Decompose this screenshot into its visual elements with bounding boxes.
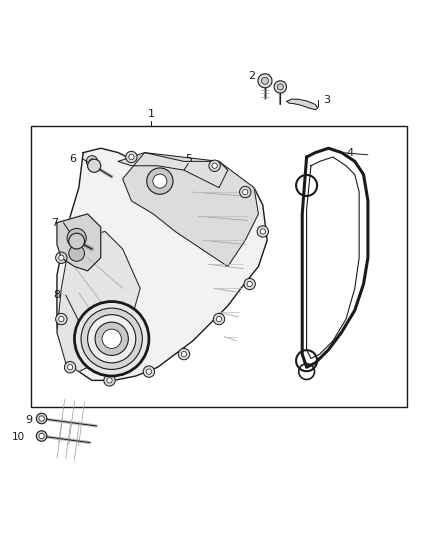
Circle shape: [258, 74, 272, 88]
Circle shape: [212, 163, 217, 168]
Polygon shape: [287, 99, 318, 110]
Circle shape: [178, 349, 190, 360]
Circle shape: [260, 229, 265, 234]
Circle shape: [59, 317, 64, 322]
Circle shape: [277, 84, 283, 90]
Circle shape: [67, 229, 86, 248]
Circle shape: [244, 278, 255, 290]
Circle shape: [56, 252, 67, 263]
Circle shape: [88, 314, 136, 363]
Circle shape: [56, 313, 67, 325]
Circle shape: [129, 155, 134, 159]
Polygon shape: [118, 152, 228, 188]
Circle shape: [102, 329, 121, 349]
Circle shape: [64, 361, 76, 373]
Circle shape: [74, 302, 149, 376]
Circle shape: [86, 156, 98, 167]
Text: 10: 10: [12, 432, 25, 442]
Circle shape: [209, 160, 220, 172]
Circle shape: [88, 159, 101, 172]
Circle shape: [147, 168, 173, 194]
Circle shape: [39, 433, 44, 439]
Circle shape: [81, 308, 142, 369]
Polygon shape: [123, 152, 258, 266]
Circle shape: [181, 351, 187, 357]
Circle shape: [36, 413, 47, 424]
Circle shape: [126, 151, 137, 163]
Text: 2: 2: [248, 71, 255, 81]
Text: 7: 7: [51, 217, 58, 228]
Text: 4: 4: [347, 148, 354, 158]
Circle shape: [104, 375, 115, 386]
Circle shape: [153, 174, 167, 188]
Circle shape: [69, 246, 85, 261]
Circle shape: [143, 366, 155, 377]
Circle shape: [89, 159, 95, 164]
Circle shape: [213, 313, 225, 325]
Text: 1: 1: [148, 109, 155, 119]
Circle shape: [243, 189, 248, 195]
Circle shape: [216, 317, 222, 322]
Circle shape: [274, 81, 286, 93]
Circle shape: [39, 416, 44, 421]
Text: 8: 8: [53, 290, 60, 300]
Polygon shape: [57, 148, 267, 381]
Circle shape: [146, 369, 152, 374]
Circle shape: [107, 378, 112, 383]
Circle shape: [95, 322, 128, 356]
Circle shape: [257, 226, 268, 237]
Bar: [31, 126, 407, 407]
Text: 3: 3: [323, 95, 330, 105]
Text: 6: 6: [69, 154, 76, 164]
Circle shape: [36, 431, 47, 441]
Text: 9: 9: [25, 415, 32, 425]
Circle shape: [240, 187, 251, 198]
Circle shape: [261, 77, 268, 84]
Text: 5: 5: [185, 154, 192, 164]
Circle shape: [59, 255, 64, 260]
Circle shape: [69, 233, 85, 249]
Polygon shape: [57, 231, 140, 372]
Circle shape: [67, 365, 73, 370]
Polygon shape: [57, 214, 101, 271]
Circle shape: [247, 281, 252, 287]
